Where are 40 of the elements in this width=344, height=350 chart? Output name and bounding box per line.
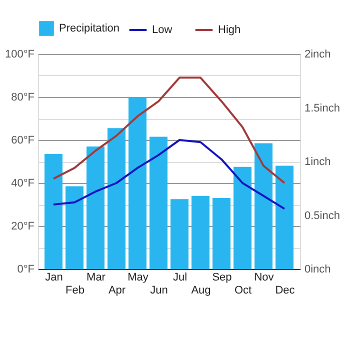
x-tick-label: Aug bbox=[191, 284, 211, 296]
bar bbox=[276, 166, 294, 269]
y-tick-label: 60°F bbox=[11, 134, 35, 146]
bar bbox=[234, 166, 252, 269]
legend-label: Low bbox=[152, 24, 172, 36]
y2-tick-label: 0.5inch bbox=[304, 210, 340, 222]
x-tick-label: Dec bbox=[275, 284, 296, 296]
x-tick-label: May bbox=[128, 272, 149, 284]
bar bbox=[170, 199, 188, 269]
bar bbox=[150, 136, 168, 269]
y-tick-label: 100°F bbox=[5, 48, 35, 60]
x-tick-label: Jul bbox=[172, 272, 188, 284]
y2-tick-label: 2inch bbox=[304, 48, 331, 60]
bar bbox=[212, 198, 230, 269]
x-tick-label: Jan bbox=[45, 272, 63, 284]
x-tick-label: Apr bbox=[108, 284, 126, 296]
bar bbox=[128, 97, 146, 269]
y-tick-label: 20°F bbox=[11, 220, 35, 232]
x-tick-label: Jun bbox=[150, 284, 168, 296]
x-tick-label: Mar bbox=[86, 272, 106, 284]
bar bbox=[86, 146, 104, 269]
x-tick-label: Sep bbox=[212, 272, 232, 284]
y-tick-label: 40°F bbox=[11, 178, 35, 190]
line-series bbox=[52, 139, 286, 210]
legend-label: High bbox=[218, 24, 241, 36]
x-tick-label: Nov bbox=[254, 272, 274, 284]
bar bbox=[66, 186, 84, 269]
y2-tick-label: 1inch bbox=[304, 156, 331, 168]
bar bbox=[192, 196, 210, 269]
y-tick-label: 80°F bbox=[11, 92, 35, 104]
y2-tick-label: 0inch bbox=[304, 264, 331, 276]
y2-tick-label: 1.5inch bbox=[304, 102, 340, 114]
legend-label: Precipitation bbox=[59, 22, 120, 34]
bar bbox=[44, 154, 62, 269]
x-tick-label: Oct bbox=[234, 284, 252, 296]
y-tick-label: 0°F bbox=[17, 264, 35, 276]
bar bbox=[254, 143, 272, 269]
bar bbox=[108, 128, 126, 269]
x-tick-label: Feb bbox=[66, 284, 84, 296]
line-series bbox=[52, 76, 286, 184]
